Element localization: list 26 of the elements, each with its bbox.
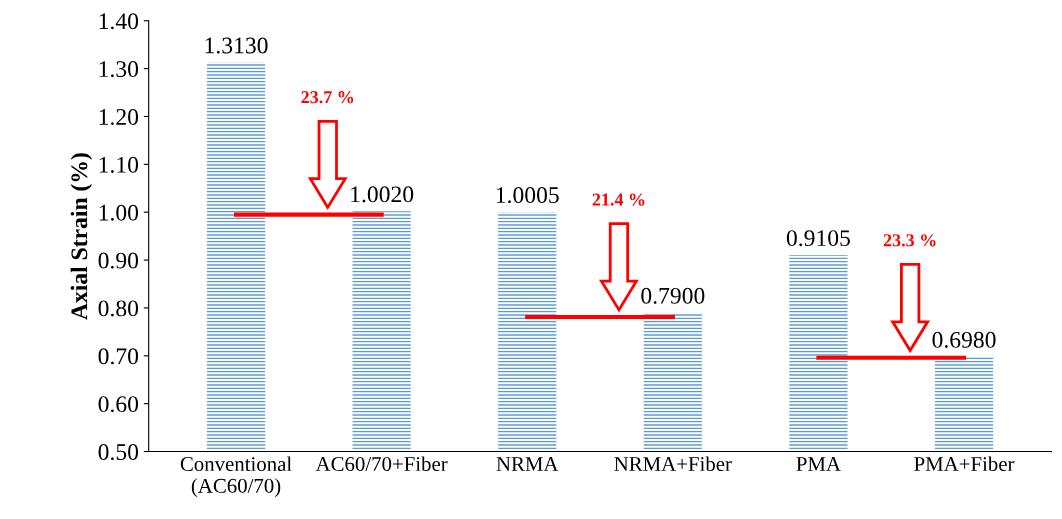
x-tick-label: NRMA <box>496 457 559 471</box>
annotation: 23.3 % <box>883 234 936 247</box>
x-tick-label: AC60/70+Fiber <box>315 456 448 472</box>
y-axis-title: Axial Strain (%) <box>70 153 93 320</box>
y-tick-label: 0.50 <box>98 444 139 461</box>
annotation: 23.7 % <box>301 91 354 104</box>
y-tick-label: 1.00 <box>99 204 139 221</box>
data-label: 0.7900 <box>641 287 705 304</box>
y-tick-label: 1.10 <box>99 156 139 173</box>
y-tick-label: 1.30 <box>99 61 139 78</box>
x-tick-label: NRMA+Fiber <box>614 456 732 472</box>
x-tick-label: PMA <box>796 457 841 471</box>
data-label: 1.0005 <box>496 187 559 204</box>
data-label: 1.3130 <box>205 37 268 54</box>
annotation: 21.4 % <box>592 193 645 206</box>
y-tick-label: 1.40 <box>99 13 139 30</box>
x-tick-label: Conventional (AC60/70) <box>180 456 292 498</box>
y-tick-label: 0.90 <box>98 252 139 269</box>
y-tick-label: 0.70 <box>98 348 139 365</box>
data-label: 0.6980 <box>932 331 996 348</box>
y-tick-label: 0.80 <box>98 300 139 317</box>
y-tick-label: 1.20 <box>99 108 139 126</box>
data-label: 1.0020 <box>351 186 414 203</box>
y-tick-label: 0.60 <box>98 396 139 413</box>
data-label: 0.9105 <box>786 230 850 247</box>
x-tick-label: PMA+Fiber <box>914 456 1015 472</box>
